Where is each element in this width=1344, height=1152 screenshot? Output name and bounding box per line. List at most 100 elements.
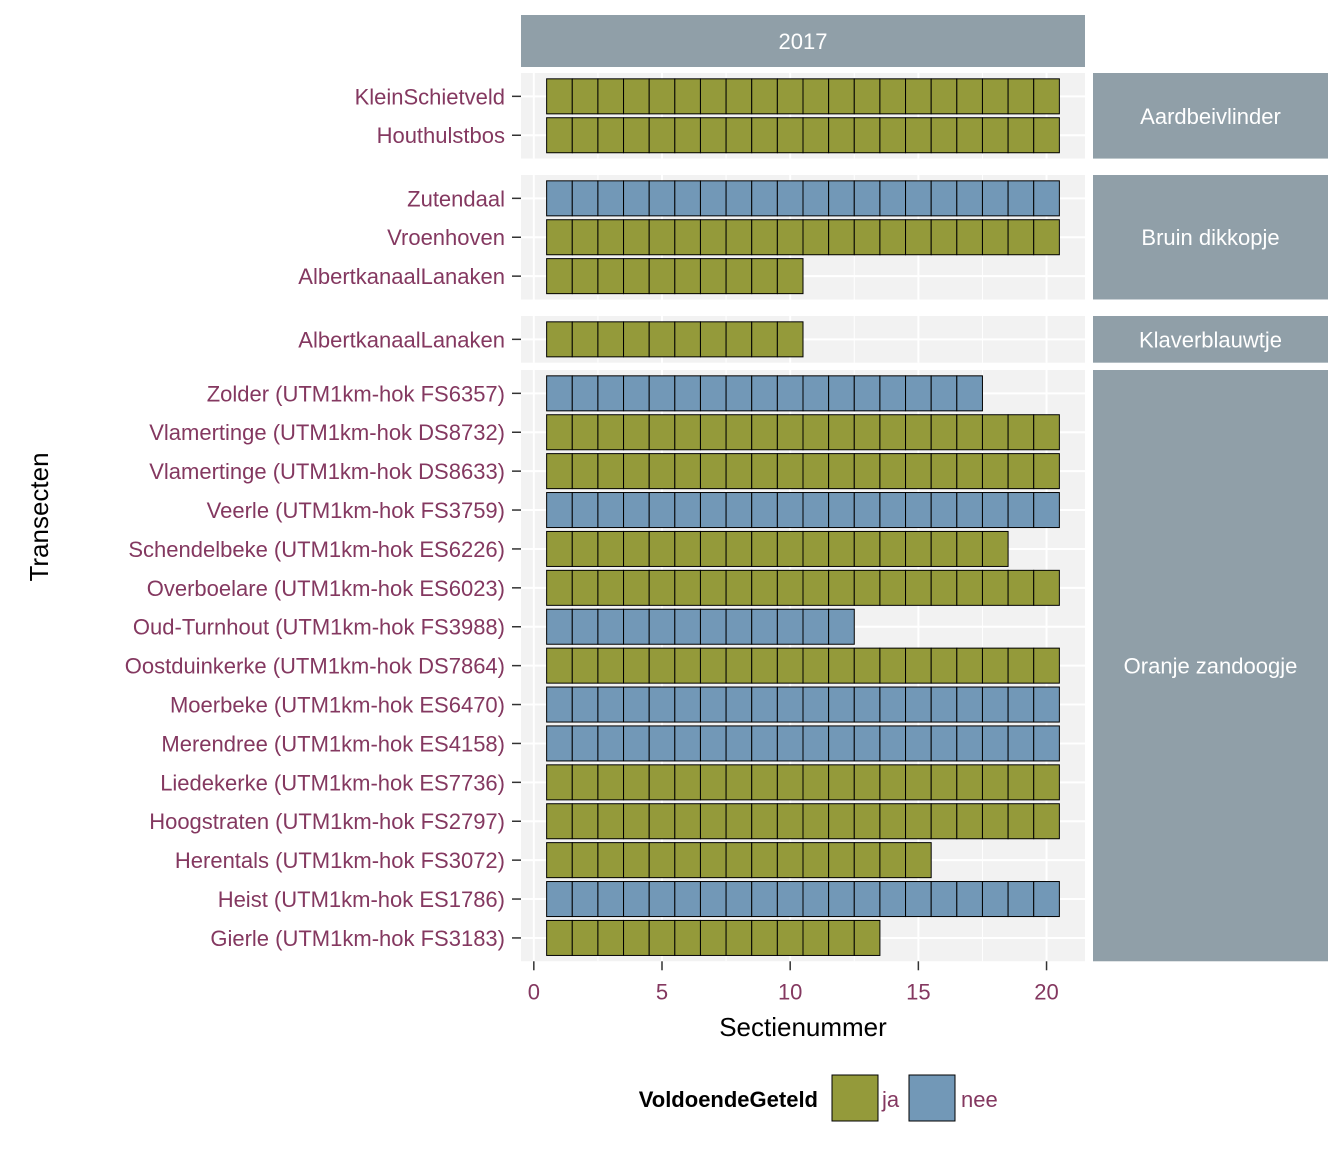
- section-tile: [648, 881, 676, 918]
- section-tile: [648, 608, 676, 645]
- section-tile: [930, 117, 958, 154]
- section-tile: [879, 375, 907, 412]
- section-tile: [1033, 492, 1060, 529]
- section-tile: [930, 803, 958, 840]
- section-tile: [751, 569, 778, 606]
- section-tile: [930, 881, 958, 918]
- section-tile: [699, 919, 727, 956]
- section-tile: [674, 881, 701, 918]
- section-tile: [879, 686, 907, 723]
- section-tile: [879, 180, 907, 217]
- section-tile: [725, 321, 753, 358]
- section-tile: [853, 492, 881, 529]
- section-tile: [725, 492, 753, 529]
- section-tile: [879, 569, 907, 606]
- section-tile: [597, 842, 625, 879]
- section-tile: [546, 453, 573, 490]
- section-tile: [1007, 686, 1035, 723]
- section-tile: [956, 647, 983, 684]
- x-tick-label: 10: [778, 979, 802, 1004]
- section-tile: [571, 321, 599, 358]
- section-tile: [828, 764, 855, 801]
- section-tile: [905, 530, 932, 567]
- y-axis: KleinSchietveld Houthulstbos Zutendaal Vroe…: [24, 84, 521, 951]
- facet-strips: 2017 Aardbeivlinder Bruin dikkopje Klaverbl…: [521, 15, 1328, 962]
- section-tile: [725, 219, 753, 256]
- column-strip-label: 2017: [779, 29, 828, 54]
- legend-title: VoldoendeGeteld: [639, 1087, 818, 1112]
- facet-strip: [1093, 175, 1328, 300]
- section-tile: [725, 919, 753, 956]
- section-tile: [956, 881, 983, 918]
- section-tile: [1007, 725, 1035, 762]
- section-tile: [623, 608, 650, 645]
- section-tile: [802, 78, 830, 115]
- section-tile: [853, 686, 881, 723]
- y-tick-label: Vlamertinge (UTM1km-hok DS8633): [149, 459, 505, 484]
- section-tile: [802, 764, 830, 801]
- section-tile: [776, 919, 804, 956]
- section-tile: [623, 725, 650, 762]
- section-tile: [956, 725, 983, 762]
- facet-strip-label: Bruin dikkopje: [1141, 225, 1279, 250]
- y-tick-label: AlbertkanaalLanaken: [298, 264, 505, 289]
- section-tile: [699, 78, 727, 115]
- y-tick-label: Moerbeke (UTM1km-hok ES6470): [170, 693, 505, 718]
- section-tile: [623, 180, 650, 217]
- x-axis-title: Sectienummer: [719, 1012, 887, 1042]
- section-tile: [751, 219, 778, 256]
- section-tile: [725, 647, 753, 684]
- section-tile: [1033, 881, 1060, 918]
- section-tile: [905, 569, 932, 606]
- section-tile: [981, 764, 1009, 801]
- section-tile: [879, 764, 907, 801]
- y-tick-label: Vlamertinge (UTM1km-hok DS8732): [149, 420, 505, 445]
- x-tick-label: 0: [528, 979, 540, 1004]
- section-tile: [546, 258, 573, 295]
- section-tile: [674, 764, 701, 801]
- y-tick-label: Liedekerke (UTM1km-hok ES7736): [160, 770, 505, 795]
- section-tile: [571, 117, 599, 154]
- section-tile: [802, 725, 830, 762]
- section-tile: [956, 530, 983, 567]
- section-tile: [802, 492, 830, 529]
- section-tile: [776, 180, 804, 217]
- section-tile: [981, 647, 1009, 684]
- section-tile: [648, 842, 676, 879]
- section-tile: [546, 219, 573, 256]
- section-tile: [751, 375, 778, 412]
- section-tile: [648, 569, 676, 606]
- section-tile: [674, 117, 701, 154]
- section-tile: [725, 180, 753, 217]
- section-tile: [776, 78, 804, 115]
- legend: VoldoendeGeteld ja nee: [639, 1074, 998, 1122]
- section-tile: [571, 530, 599, 567]
- section-tile: [1007, 453, 1035, 490]
- section-tile: [956, 180, 983, 217]
- section-tile: [956, 117, 983, 154]
- section-tile: [802, 686, 830, 723]
- y-tick-label: Zutendaal: [407, 186, 505, 211]
- section-tile: [956, 764, 983, 801]
- section-tile: [802, 919, 830, 956]
- section-tile: [571, 686, 599, 723]
- section-tile: [930, 414, 958, 451]
- section-tile: [699, 414, 727, 451]
- section-tile: [776, 608, 804, 645]
- section-tile: [853, 569, 881, 606]
- section-tile: [1007, 647, 1035, 684]
- section-tile: [776, 375, 804, 412]
- section-tile: [776, 842, 804, 879]
- section-tile: [674, 321, 701, 358]
- section-tile: [1007, 414, 1035, 451]
- section-tile: [1033, 78, 1060, 115]
- section-tile: [879, 453, 907, 490]
- section-tile: [751, 764, 778, 801]
- section-tile: [981, 881, 1009, 918]
- section-tile: [879, 803, 907, 840]
- section-tile: [546, 569, 573, 606]
- section-tile: [546, 414, 573, 451]
- section-tile: [546, 919, 573, 956]
- section-tile: [751, 919, 778, 956]
- section-tile: [828, 453, 855, 490]
